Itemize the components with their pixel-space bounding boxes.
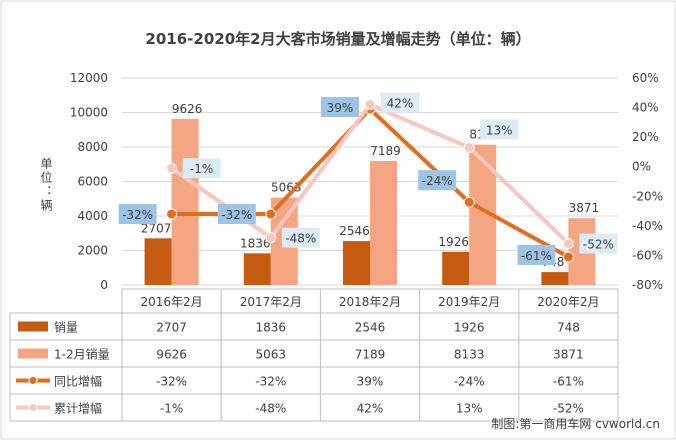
table-cell: 748 <box>557 321 580 335</box>
bar-sales <box>144 238 172 285</box>
line-value-label: -61% <box>521 249 552 263</box>
bar-cumulative-sales <box>171 118 199 285</box>
legend-key <box>18 348 48 359</box>
table-cell: -61% <box>553 375 584 389</box>
y2-tick-label: 20% <box>632 130 659 144</box>
line-value-label: 39% <box>327 101 354 115</box>
bar-sales <box>343 241 370 285</box>
table-cell: 2546 <box>355 321 386 335</box>
table-cell: 1926 <box>454 321 485 335</box>
line-point-yoy <box>166 208 178 220</box>
legend-label: 1-2月销量 <box>54 348 110 362</box>
y2-tick-label: -20% <box>632 189 663 203</box>
y-tick-label: 12000 <box>70 71 108 85</box>
line-point-cumulative <box>463 141 475 153</box>
y-tick-label: 6000 <box>77 175 108 189</box>
bar-value-label: 2707 <box>141 221 172 235</box>
y-tick-label: 2000 <box>77 244 108 258</box>
x-category-label: 2019年2月 <box>438 295 500 309</box>
bar-value-label: 1926 <box>438 235 469 249</box>
table-cell: 39% <box>357 375 384 389</box>
y2-tick-label: -80% <box>632 278 663 292</box>
legend-key-marker <box>28 376 38 385</box>
y2-tick-label: 40% <box>632 101 659 115</box>
table-cell: -1% <box>160 402 183 416</box>
table-cell: 13% <box>456 402 483 416</box>
y-tick-label: 8000 <box>77 140 108 154</box>
line-label-box <box>381 92 419 113</box>
x-category-label: 2016年2月 <box>141 295 203 309</box>
y-tick-label: 0 <box>100 278 108 292</box>
watermark: 制图:第一商用车网 cvworld.cn <box>491 416 660 431</box>
line-label-box <box>217 204 256 225</box>
bar-sales <box>442 251 470 285</box>
bar-value-label: 2546 <box>339 224 370 238</box>
bar-cumulative-sales <box>370 160 397 285</box>
line-value-label: 13% <box>486 123 513 137</box>
x-category-label: 2018年2月 <box>339 295 401 309</box>
table-cell: 42% <box>357 402 384 416</box>
legend-label: 销量 <box>54 321 78 335</box>
y2-tick-label: 60% <box>632 71 659 85</box>
line-value-label: -1% <box>190 162 213 176</box>
line-label-box <box>281 227 320 248</box>
x-category-label: 2020年2月 <box>537 295 599 309</box>
x-category-label: 2017年2月 <box>240 295 302 309</box>
table-cell: 9626 <box>156 348 187 362</box>
bar-value-label: 1836 <box>240 236 271 250</box>
table-cell: -32% <box>156 375 187 389</box>
line-label-box <box>517 244 556 265</box>
y2-tick-label: -40% <box>632 219 663 233</box>
line-label-box <box>321 97 359 118</box>
line-label-box <box>579 233 618 254</box>
line-value-label: -32% <box>221 208 252 222</box>
bar-sales <box>541 272 569 285</box>
y-tick-label: 4000 <box>77 209 108 223</box>
table-cell: 3871 <box>553 348 584 362</box>
legend-label: 同比增幅 <box>54 374 102 389</box>
chart-title: 2016-2020年2月大客市场销量及增幅走势（单位：辆） <box>145 30 530 48</box>
line-point-cumulative <box>166 162 178 174</box>
bar-sales <box>243 253 271 285</box>
line-point-cumulative <box>364 99 376 111</box>
line-point-yoy <box>265 208 277 220</box>
line-value-label: -24% <box>422 174 453 188</box>
table-cell: -32% <box>255 375 286 389</box>
table-cell: 7189 <box>355 348 386 362</box>
line-value-label: 42% <box>387 97 414 111</box>
y-tick-label: 10000 <box>70 106 108 120</box>
table-cell: 8133 <box>454 348 485 362</box>
line-value-label: -32% <box>122 208 153 222</box>
line-label-box <box>182 158 221 179</box>
line-label-box <box>418 170 457 191</box>
line-point-yoy <box>463 196 475 208</box>
line-label-box <box>118 204 157 225</box>
table-cell: 1836 <box>256 321 287 335</box>
y2-tick-label: 0% <box>632 160 651 174</box>
legend-key <box>18 321 48 332</box>
legend-key-marker <box>28 403 38 412</box>
line-label-box <box>480 119 519 140</box>
line-point-yoy <box>562 251 574 263</box>
line-value-label: -52% <box>583 238 614 252</box>
table-cell: 2707 <box>156 321 187 335</box>
table-cell: -48% <box>255 402 286 416</box>
table-cell: -52% <box>553 402 584 416</box>
y2-tick-label: -60% <box>632 248 663 262</box>
y-axis-label: 单位：辆 <box>39 157 53 213</box>
line-value-label: -48% <box>285 232 316 246</box>
bar-value-label: 3871 <box>569 201 600 215</box>
table-cell: -24% <box>454 375 485 389</box>
line-point-cumulative <box>562 238 574 250</box>
table-cell: 5063 <box>256 348 287 362</box>
legend-label: 累计增幅 <box>54 401 102 416</box>
bar-value-label: 9626 <box>172 102 203 116</box>
bar-value-label: 7189 <box>370 144 401 158</box>
line-point-cumulative <box>265 232 277 244</box>
